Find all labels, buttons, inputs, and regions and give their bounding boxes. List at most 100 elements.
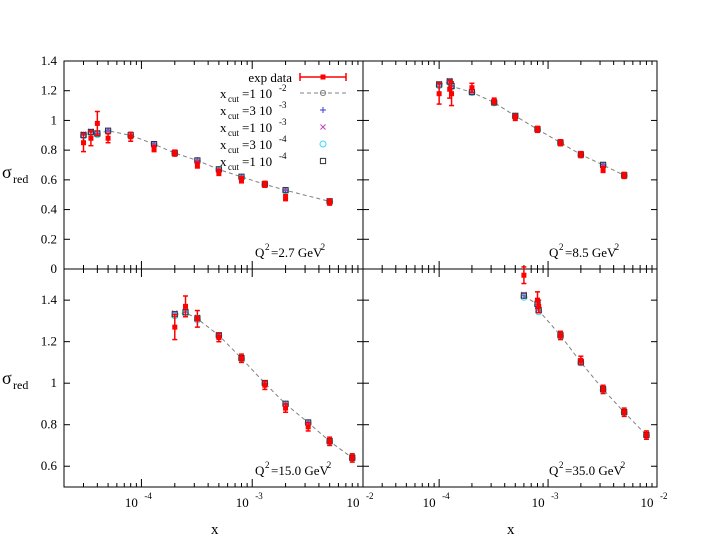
xlabel-left: x [211, 522, 219, 538]
exp-point [216, 332, 222, 343]
ylabel-top-symbol: σ [2, 162, 12, 182]
svg-text:-3: -3 [279, 100, 287, 110]
exp-point [469, 82, 475, 93]
y-tick-label: 1.2 [41, 83, 57, 98]
legend-entry: x cut =1 10 -3 [220, 117, 326, 138]
svg-text:Q: Q [549, 463, 559, 478]
svg-text:=35.0 GeV: =35.0 GeV [565, 463, 623, 478]
svg-text:2: 2 [559, 460, 564, 470]
y-tick-label: 0 [51, 261, 58, 276]
legend-marker-square [319, 157, 327, 165]
svg-text:-2: -2 [279, 83, 287, 93]
svg-text:2: 2 [327, 460, 332, 470]
exp-point [600, 384, 606, 395]
exp-point [81, 133, 87, 153]
y-tick-label: 1.2 [41, 334, 57, 349]
exp-point [305, 421, 311, 432]
svg-text:10: 10 [125, 495, 138, 510]
svg-text:=3 10: =3 10 [242, 103, 272, 118]
svg-text:x: x [220, 103, 227, 118]
exp-point [88, 130, 94, 147]
svg-text:2: 2 [615, 242, 620, 252]
svg-text:cut: cut [228, 145, 239, 155]
legend-marker-cross [320, 124, 326, 130]
exp-point [94, 110, 100, 137]
exp-point [521, 266, 527, 285]
x-tick-label: 10 -3 [532, 491, 559, 510]
exp-point [512, 113, 518, 122]
svg-text:-2: -2 [366, 491, 374, 501]
ylabel-bottom: σ red [2, 368, 28, 392]
y-tick-label: 1 [51, 375, 58, 390]
svg-text:x: x [220, 137, 227, 152]
exp-point [578, 355, 584, 366]
exp-point [172, 313, 178, 341]
y-tick-label: 1.4 [41, 53, 58, 68]
exp-point [557, 138, 563, 147]
legend: exp data x cut =1 10 -2x cut =3 10 -3x cut =1 10… [220, 70, 347, 172]
svg-text:2: 2 [621, 460, 626, 470]
svg-text:-3: -3 [279, 117, 287, 127]
theory-point-square [520, 292, 528, 299]
exp-point [238, 353, 244, 364]
svg-text:=2.7 GeV: =2.7 GeV [271, 245, 323, 260]
exp-point [128, 131, 134, 142]
svg-text:10: 10 [641, 495, 654, 510]
svg-text:10: 10 [236, 495, 249, 510]
svg-text:-4: -4 [279, 134, 287, 144]
exp-point [283, 193, 289, 202]
svg-text:-4: -4 [144, 491, 152, 501]
exp-point [183, 295, 189, 318]
theory-point-square [282, 187, 289, 194]
x-tick-label: 10 -4 [423, 491, 450, 510]
y-tick-label: 0.6 [41, 172, 58, 187]
exp-point [535, 125, 541, 134]
theory-line [523, 295, 647, 436]
svg-text:cut: cut [228, 128, 239, 138]
exp-point [105, 133, 111, 144]
xlabel-right: x [507, 522, 515, 538]
panel-frame [362, 268, 658, 488]
legend-exp-label: exp data [248, 70, 292, 85]
svg-text:=15.0 GeV: =15.0 GeV [271, 463, 329, 478]
svg-text:=1 10: =1 10 [242, 86, 272, 101]
legend-entry: x cut =3 10 -4 [220, 134, 327, 155]
exp-point [327, 198, 333, 206]
svg-text:cut: cut [228, 111, 239, 121]
x-tick-label: 10 -2 [347, 491, 374, 510]
svg-text:10: 10 [347, 495, 360, 510]
svg-text:=1 10: =1 10 [242, 154, 272, 169]
theory-line [174, 312, 353, 459]
exp-point [449, 81, 455, 107]
y-tick-label: 0.4 [41, 202, 58, 217]
exp-point [578, 150, 584, 159]
exp-point [436, 82, 442, 105]
svg-text:cut: cut [228, 94, 239, 104]
svg-text:=8.5 GeV: =8.5 GeV [565, 245, 617, 260]
svg-text:10: 10 [532, 495, 545, 510]
panel-frame [63, 268, 364, 488]
exp-point [194, 309, 200, 328]
legend-entry: x cut =1 10 -2 [220, 83, 346, 104]
svg-text:=1 10: =1 10 [242, 120, 272, 135]
svg-text:Q: Q [549, 245, 559, 260]
y-tick-label: 1.4 [41, 292, 58, 307]
exp-point [216, 168, 222, 177]
exp-point [600, 165, 606, 174]
exp-point [621, 407, 627, 418]
legend-marker-plus [320, 107, 326, 113]
exp-point [262, 380, 268, 391]
legend-entry: x cut =1 10 -4 [220, 151, 327, 172]
exp-point [491, 97, 497, 105]
x-tick-label: 10 -4 [125, 491, 152, 510]
exp-point [557, 330, 563, 341]
exp-point [349, 453, 355, 463]
ylabel-top: σ red [2, 162, 28, 186]
ylabel-bottom-symbol: σ [2, 368, 12, 388]
